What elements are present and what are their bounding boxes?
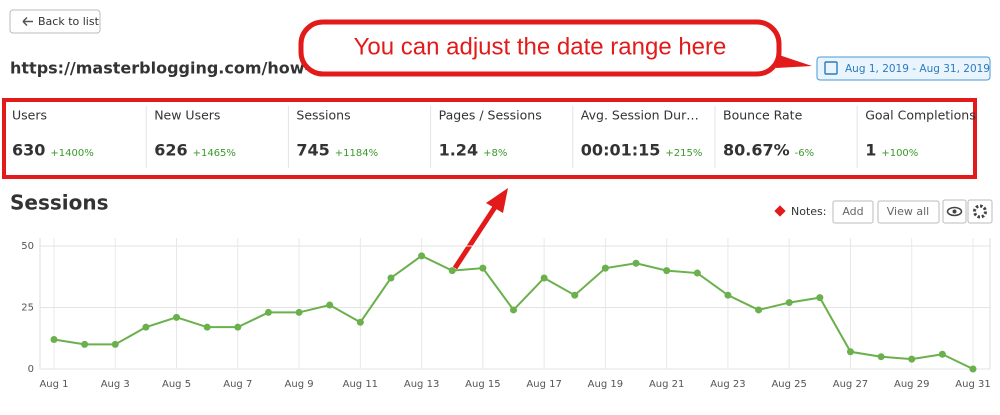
data-point [540,274,548,282]
metric-label: New Users [154,108,220,123]
x-tick-label: Aug 27 [833,379,868,390]
x-tick-label: Aug 25 [771,379,806,390]
metric-change: -6% [795,148,814,159]
back-button[interactable] [9,9,101,34]
x-tick-label: Aug 29 [894,379,929,390]
metric-value: 630 [12,141,45,160]
data-point [755,306,763,314]
data-point [601,264,609,272]
data-point [785,299,793,307]
notes-icon [774,205,786,217]
data-point [387,274,395,282]
metric-change: +215% [665,148,702,159]
eye-icon [946,206,963,217]
x-tick-label: Aug 3 [101,379,130,390]
metric-label: Pages / Sessions [439,108,542,123]
metric-value: 1.24 [439,141,478,160]
metric-value: 00:01:15 [581,141,661,160]
metric-change: +1465% [193,148,236,159]
eye-pupil [952,209,957,214]
data-point [142,323,150,331]
x-tick-label: Aug 23 [710,379,745,390]
data-point [846,348,854,356]
view-all-button[interactable] [877,200,940,224]
view-all-label: View all [887,205,929,218]
date-range-button[interactable] [816,56,991,81]
data-point [632,259,640,267]
x-tick-label: Aug 17 [526,379,561,390]
x-tick-label: Aug 15 [465,379,500,390]
settings-button[interactable] [967,199,993,224]
data-point [418,252,426,260]
data-point [479,264,487,272]
data-point [816,294,824,302]
gear-icon [973,204,987,219]
data-point [356,318,364,326]
data-point [693,269,701,277]
data-point [81,340,89,348]
y-tick-label: 0 [28,364,34,375]
chart: 0 25 50 Aug 1 Aug 3 Aug 5 Aug 7 Aug 9 Aug 11 Aug … [21,238,991,390]
add-button[interactable] [832,200,874,224]
x-tick-label: Aug 11 [343,379,378,390]
metric-value: 1 [865,141,876,160]
metric-value: 80.67% [723,141,790,160]
metric-value: 745 [296,141,329,160]
callout-text: You can adjust the date range here [354,33,727,60]
metric-change: +100% [881,148,918,159]
calendar-icon [824,61,838,75]
data-point [969,365,977,373]
data-point [326,301,334,309]
callout [298,19,782,77]
back-label: Back to list [38,15,100,28]
data-point [724,291,732,299]
data-point [938,350,946,358]
y-tick-label: 25 [21,303,34,314]
metric-value: 626 [154,141,187,160]
metric-change: +1400% [50,148,93,159]
y-tick-label: 50 [21,241,34,252]
arrow-shaft [452,202,500,270]
metric-label: Users [12,108,47,123]
metric-label: Avg. Session Dur… [581,108,699,123]
x-tick-label: Aug 31 [955,379,990,390]
data-point [50,335,58,343]
x-tick-label: Aug 5 [162,379,191,390]
metric-label: Sessions [296,108,350,123]
add-label: Add [842,205,863,218]
notes-label: Notes: [791,205,826,218]
data-point [111,340,119,348]
data-point [877,353,885,361]
x-tick-label: Aug 7 [223,379,252,390]
back-icon [22,16,33,27]
data-point [203,323,211,331]
metric-change: +8% [483,148,507,159]
callout-pointer [776,55,812,68]
data-point [663,267,671,275]
data-point [264,308,272,316]
chart-title: Sessions [10,191,109,215]
x-tick-label: Aug 13 [404,379,439,390]
x-tick-label: Aug 9 [285,379,314,390]
metric-change: +1184% [335,148,378,159]
metric-label: Bounce Rate [723,108,803,123]
arrow-head [486,188,508,213]
x-tick-label: Aug 1 [39,379,68,390]
metrics-highlight [2,98,977,179]
data-point [571,291,579,299]
data-point [234,323,242,331]
metric-label: Goal Completions [865,108,976,123]
data-point [448,267,456,275]
data-point [173,313,181,321]
x-tick-label: Aug 19 [588,379,623,390]
metrics: Users 630 +1400% New Users 626 +1465% Sessions… [12,106,976,168]
date-range: Aug 1, 2019 - Aug 31, 2019 [845,63,990,75]
url: https://masterblogging.com/how-to-s [10,59,346,78]
data-point [295,308,303,316]
data-point [510,306,517,314]
x-tick-label: Aug 21 [649,379,684,390]
data-point [908,355,916,363]
